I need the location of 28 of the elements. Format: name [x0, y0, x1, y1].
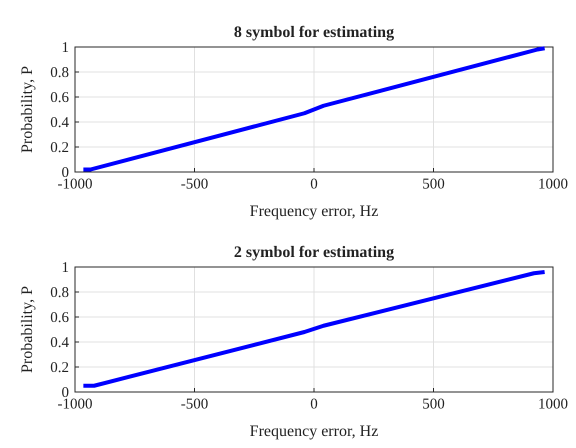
x-tick-label: -500 [180, 176, 208, 193]
chart-title: 2 symbol for estimating [234, 244, 394, 261]
x-tick-label: -1000 [58, 396, 92, 413]
y-tick-label: 0.8 [50, 64, 69, 81]
y-tick-label: 1 [62, 260, 69, 276]
chart-title: 8 symbol for estimating [234, 24, 394, 41]
x-tick-label: -500 [180, 396, 208, 413]
y-axis-title: Probability, P [19, 286, 36, 373]
y-tick-label: 0.4 [50, 334, 70, 351]
y-tick-label: 0.2 [50, 140, 69, 156]
x-tick-label: 0 [310, 396, 318, 413]
x-axis-title: Frequency error, Hz [250, 423, 378, 440]
y-tick-label: 0.6 [50, 310, 70, 326]
y-tick-label: 0.8 [50, 284, 69, 301]
y-tick-label: 0.6 [50, 90, 70, 106]
y-tick-label: 0.4 [50, 114, 70, 131]
y-tick-label: 0.2 [50, 360, 69, 376]
x-tick-label: -1000 [58, 176, 92, 193]
y-tick-label: 1 [62, 40, 69, 56]
line-series [81, 46, 547, 172]
line-series [81, 270, 547, 388]
y-axis-title: Probability, P [19, 66, 36, 153]
x-axis-title: Frequency error, Hz [250, 203, 378, 220]
x-tick-label: 1000 [538, 176, 568, 193]
x-tick-label: 1000 [538, 396, 568, 413]
x-tick-label: 0 [310, 176, 318, 193]
x-tick-label: 500 [422, 396, 445, 413]
x-tick-label: 500 [422, 176, 445, 193]
